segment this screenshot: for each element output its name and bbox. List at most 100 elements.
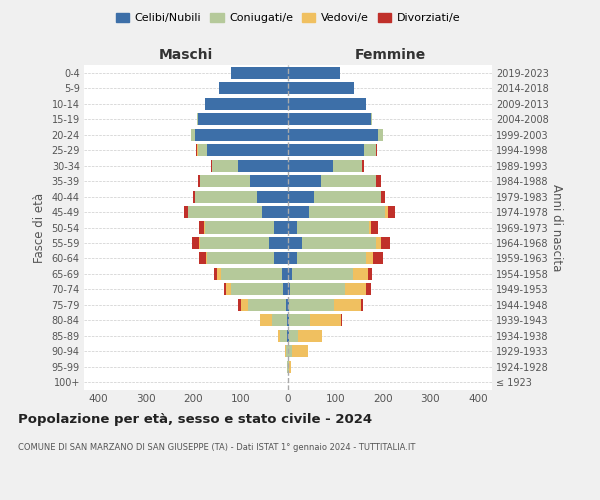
Bar	[288, 346, 292, 358]
Bar	[198, 113, 288, 125]
Bar	[376, 175, 380, 187]
Bar	[288, 128, 378, 140]
Text: Femmine: Femmine	[355, 48, 425, 62]
Bar	[368, 268, 373, 280]
Bar	[362, 160, 364, 172]
Bar	[292, 346, 308, 358]
Bar	[184, 206, 188, 218]
Bar	[278, 330, 280, 342]
Bar	[366, 284, 371, 296]
Bar	[368, 222, 371, 234]
Bar	[287, 330, 288, 342]
Bar	[288, 314, 289, 326]
Bar	[241, 299, 248, 311]
Bar	[269, 237, 288, 249]
Bar	[290, 284, 345, 296]
Bar	[197, 113, 198, 125]
Bar	[204, 222, 205, 234]
Bar	[302, 237, 376, 249]
Text: Maschi: Maschi	[159, 48, 213, 62]
Bar	[283, 268, 288, 280]
Bar	[221, 268, 283, 280]
Bar	[224, 284, 226, 296]
Bar	[289, 361, 292, 373]
Bar	[288, 98, 366, 110]
Bar	[197, 144, 198, 156]
Bar	[196, 190, 257, 202]
Bar	[310, 206, 385, 218]
Bar	[287, 361, 288, 373]
Text: COMUNE DI SAN MARZANO DI SAN GIUSEPPE (TA) - Dati ISTAT 1° gennaio 2024 - TUTTIT: COMUNE DI SAN MARZANO DI SAN GIUSEPPE (T…	[18, 442, 415, 452]
Bar	[341, 314, 342, 326]
Bar	[288, 252, 298, 264]
Bar	[217, 268, 221, 280]
Bar	[287, 314, 288, 326]
Bar	[288, 284, 290, 296]
Bar	[373, 252, 383, 264]
Bar	[200, 237, 269, 249]
Bar	[289, 314, 310, 326]
Bar	[198, 144, 208, 156]
Bar	[288, 330, 289, 342]
Bar	[288, 361, 289, 373]
Bar	[200, 175, 250, 187]
Bar	[366, 252, 373, 264]
Bar	[274, 252, 288, 264]
Bar	[298, 252, 366, 264]
Bar	[314, 190, 380, 202]
Bar	[334, 299, 361, 311]
Bar	[206, 252, 208, 264]
Bar	[231, 284, 283, 296]
Bar	[208, 252, 274, 264]
Bar	[288, 160, 333, 172]
Bar	[364, 144, 376, 156]
Text: Popolazione per età, sesso e stato civile - 2024: Popolazione per età, sesso e stato civil…	[18, 412, 372, 426]
Bar	[385, 206, 388, 218]
Bar	[292, 268, 353, 280]
Bar	[376, 144, 377, 156]
Bar	[288, 268, 292, 280]
Bar	[272, 314, 287, 326]
Bar	[196, 144, 197, 156]
Bar	[188, 206, 262, 218]
Bar	[371, 113, 372, 125]
Bar	[380, 237, 390, 249]
Bar	[199, 237, 200, 249]
Bar	[310, 314, 341, 326]
Bar	[288, 144, 364, 156]
Bar	[298, 222, 368, 234]
Bar	[333, 160, 362, 172]
Bar	[388, 206, 395, 218]
Bar	[286, 346, 288, 358]
Bar	[376, 237, 380, 249]
Bar	[257, 190, 288, 202]
Bar	[288, 222, 298, 234]
Bar	[191, 128, 196, 140]
Bar	[250, 175, 288, 187]
Bar	[211, 160, 212, 172]
Bar	[288, 237, 302, 249]
Bar	[238, 299, 241, 311]
Bar	[288, 113, 371, 125]
Bar	[262, 206, 288, 218]
Bar	[196, 128, 288, 140]
Bar	[208, 144, 288, 156]
Bar	[288, 82, 355, 94]
Bar	[345, 284, 366, 296]
Bar	[238, 160, 288, 172]
Bar	[378, 128, 383, 140]
Bar	[226, 284, 231, 296]
Legend: Celibi/Nubili, Coniugati/e, Vedovi/e, Divorziati/e: Celibi/Nubili, Coniugati/e, Vedovi/e, Di…	[112, 8, 464, 28]
Bar	[353, 268, 368, 280]
Bar	[298, 330, 322, 342]
Bar	[286, 299, 288, 311]
Bar	[289, 299, 334, 311]
Bar	[274, 222, 288, 234]
Bar	[380, 190, 385, 202]
Bar	[361, 299, 363, 311]
Bar	[212, 160, 238, 172]
Bar	[205, 222, 274, 234]
Bar	[260, 314, 272, 326]
Y-axis label: Anni di nascita: Anni di nascita	[550, 184, 563, 271]
Bar	[192, 237, 199, 249]
